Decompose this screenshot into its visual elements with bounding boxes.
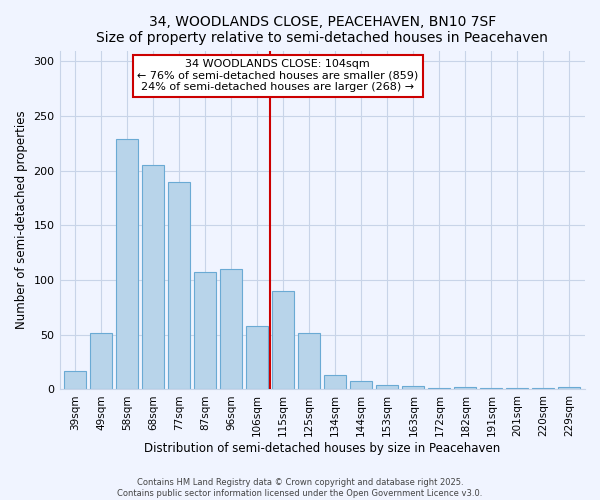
Title: 34, WOODLANDS CLOSE, PEACEHAVEN, BN10 7SF
Size of property relative to semi-deta: 34, WOODLANDS CLOSE, PEACEHAVEN, BN10 7S…: [97, 15, 548, 45]
Bar: [480, 388, 502, 390]
Bar: [142, 166, 164, 390]
Bar: [402, 386, 424, 390]
Bar: [350, 380, 373, 390]
Bar: [168, 182, 190, 390]
Bar: [506, 388, 529, 390]
Bar: [220, 269, 242, 390]
Y-axis label: Number of semi-detached properties: Number of semi-detached properties: [15, 110, 28, 330]
Bar: [376, 385, 398, 390]
Bar: [64, 371, 86, 390]
Bar: [532, 388, 554, 390]
Bar: [272, 291, 295, 390]
Bar: [324, 375, 346, 390]
Bar: [246, 326, 268, 390]
Bar: [194, 272, 216, 390]
Text: Contains HM Land Registry data © Crown copyright and database right 2025.
Contai: Contains HM Land Registry data © Crown c…: [118, 478, 482, 498]
Bar: [90, 332, 112, 390]
Bar: [428, 388, 451, 390]
Bar: [559, 388, 580, 390]
Bar: [116, 139, 138, 390]
Text: 34 WOODLANDS CLOSE: 104sqm
← 76% of semi-detached houses are smaller (859)
24% o: 34 WOODLANDS CLOSE: 104sqm ← 76% of semi…: [137, 59, 418, 92]
Bar: [298, 332, 320, 390]
Bar: [454, 388, 476, 390]
X-axis label: Distribution of semi-detached houses by size in Peacehaven: Distribution of semi-detached houses by …: [144, 442, 500, 455]
